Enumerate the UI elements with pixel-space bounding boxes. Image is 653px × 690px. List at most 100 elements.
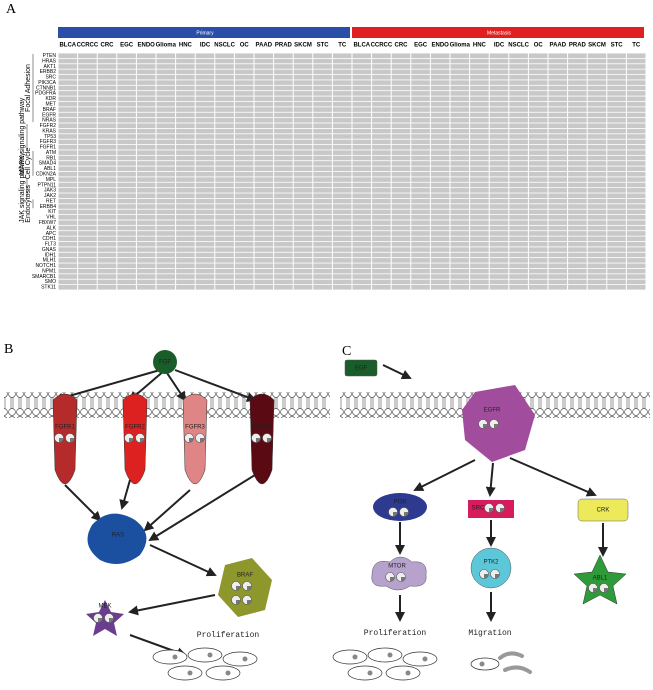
node-label: PI3K [393, 500, 406, 506]
cell [195, 171, 215, 177]
cell [136, 166, 156, 172]
cell [470, 279, 489, 285]
cell [489, 220, 509, 225]
cell [97, 101, 117, 107]
cell [352, 241, 372, 247]
cell [568, 220, 587, 225]
cell [176, 155, 195, 161]
cell [117, 144, 136, 150]
cell [391, 96, 411, 102]
cell [97, 193, 117, 199]
phospho [500, 508, 505, 513]
cell [136, 69, 156, 75]
cell [215, 247, 234, 252]
gene-label: BRAF [43, 107, 56, 113]
cell [234, 177, 254, 182]
cancer-type: PRAD [569, 43, 587, 49]
cell [234, 58, 254, 64]
cell [274, 139, 293, 145]
cell [587, 128, 607, 134]
cell [97, 128, 117, 134]
cell [313, 182, 332, 188]
cell [372, 107, 391, 112]
cancer-type: EGC [414, 43, 428, 49]
cell [58, 214, 78, 220]
cell [176, 279, 195, 285]
cell [450, 53, 470, 58]
cell [117, 101, 136, 107]
cell [215, 209, 234, 215]
cell [509, 101, 528, 107]
cell [391, 91, 411, 96]
cell [332, 96, 352, 102]
cell [136, 241, 156, 247]
cell [274, 128, 293, 134]
cell [332, 225, 352, 231]
cell [254, 112, 274, 118]
cell [411, 263, 430, 269]
cell [97, 247, 117, 252]
cell [156, 252, 176, 258]
cell [548, 53, 568, 58]
cell [411, 91, 430, 96]
cell [254, 80, 274, 85]
cell [117, 107, 136, 112]
cell [411, 118, 430, 123]
cell [58, 134, 78, 139]
cell [402, 651, 438, 667]
gene-label: KIT [48, 209, 56, 215]
cell [78, 80, 97, 85]
cell [528, 91, 548, 96]
gene-label: ALK [47, 225, 57, 231]
cell [176, 274, 195, 279]
cell [195, 177, 215, 182]
gene-label: NOTCH1 [35, 263, 56, 269]
arrow [149, 544, 217, 577]
cell [548, 225, 568, 231]
cell [430, 91, 450, 96]
cell [372, 58, 391, 64]
cell [450, 263, 470, 269]
cell [78, 231, 97, 236]
cell [626, 69, 646, 75]
cell [156, 161, 176, 166]
arrow [174, 369, 257, 402]
phospho [489, 508, 494, 513]
cell [97, 236, 117, 242]
cell [372, 155, 391, 161]
cell [372, 188, 391, 193]
cell [274, 231, 293, 236]
cell [528, 258, 548, 263]
cell [332, 204, 352, 209]
cell [313, 252, 332, 258]
cell [313, 258, 332, 263]
cell [509, 58, 528, 64]
cell [313, 209, 332, 215]
cell [489, 150, 509, 155]
cell [195, 204, 215, 209]
cell [117, 161, 136, 166]
cell [332, 177, 352, 182]
cell [274, 101, 293, 107]
arrow [509, 457, 597, 497]
cell [528, 144, 548, 150]
cell [234, 241, 254, 247]
receptor [182, 393, 208, 485]
cell [509, 268, 528, 274]
cell [215, 231, 234, 236]
cell [78, 166, 97, 172]
cell [372, 128, 391, 134]
cell [411, 74, 430, 80]
cell [489, 144, 509, 150]
cell [568, 118, 587, 123]
cell [587, 198, 607, 204]
cell [313, 112, 332, 118]
cell [313, 101, 332, 107]
cell [274, 150, 293, 155]
cell [234, 123, 254, 129]
cancer-type: NSCLC [214, 43, 235, 49]
cell [136, 64, 156, 69]
cell [117, 177, 136, 182]
cell [391, 112, 411, 118]
cell [313, 128, 332, 134]
